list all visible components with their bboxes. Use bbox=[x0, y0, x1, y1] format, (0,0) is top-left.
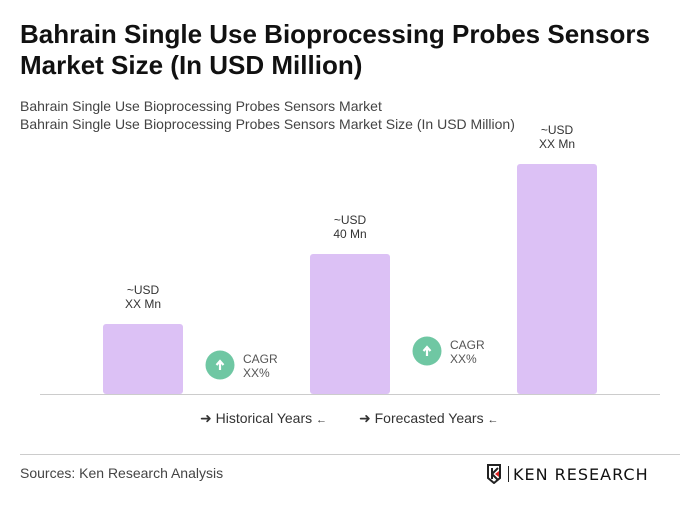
legend-historical-label: Historical Years bbox=[215, 410, 313, 426]
cagr-label: CAGR bbox=[243, 352, 278, 366]
bar bbox=[310, 254, 390, 394]
footer-divider bbox=[20, 454, 680, 455]
legend-historical: ➜ Historical Years ← bbox=[200, 410, 328, 426]
cagr-value: XX% bbox=[243, 366, 270, 380]
subtitle: Bahrain Single Use Bioprocessing Probes … bbox=[20, 98, 382, 114]
bar-data-label: ~USD bbox=[541, 123, 574, 137]
bar-data-label: 40 Mn bbox=[333, 227, 366, 241]
sources-text: Sources: Ken Research Analysis bbox=[20, 465, 224, 481]
bar bbox=[517, 164, 597, 394]
cagr-value: XX% bbox=[450, 352, 477, 366]
logo-icon bbox=[487, 464, 501, 484]
bar-data-label: XX Mn bbox=[539, 137, 575, 151]
bar-data-label: XX Mn bbox=[125, 297, 161, 311]
bar-data-label: ~USD bbox=[334, 213, 367, 227]
bar-data-label: ~USD bbox=[127, 283, 160, 297]
legend-forecasted-label: Forecasted Years bbox=[374, 410, 484, 426]
page-title: Bahrain Single Use Bioprocessing Probes … bbox=[20, 19, 650, 80]
arrow-up-icon bbox=[215, 359, 225, 370]
bar bbox=[103, 324, 183, 394]
legend-forecasted: ➜ Forecasted Years ← bbox=[359, 410, 499, 426]
ken-research-logo: KEN RESEARCH bbox=[486, 464, 649, 484]
cagr-label: CAGR bbox=[450, 338, 485, 352]
logo-text: KEN RESEARCH bbox=[513, 464, 649, 484]
subtitle-2: Bahrain Single Use Bioprocessing Probes … bbox=[20, 116, 515, 132]
arrow-up-icon bbox=[422, 345, 432, 356]
